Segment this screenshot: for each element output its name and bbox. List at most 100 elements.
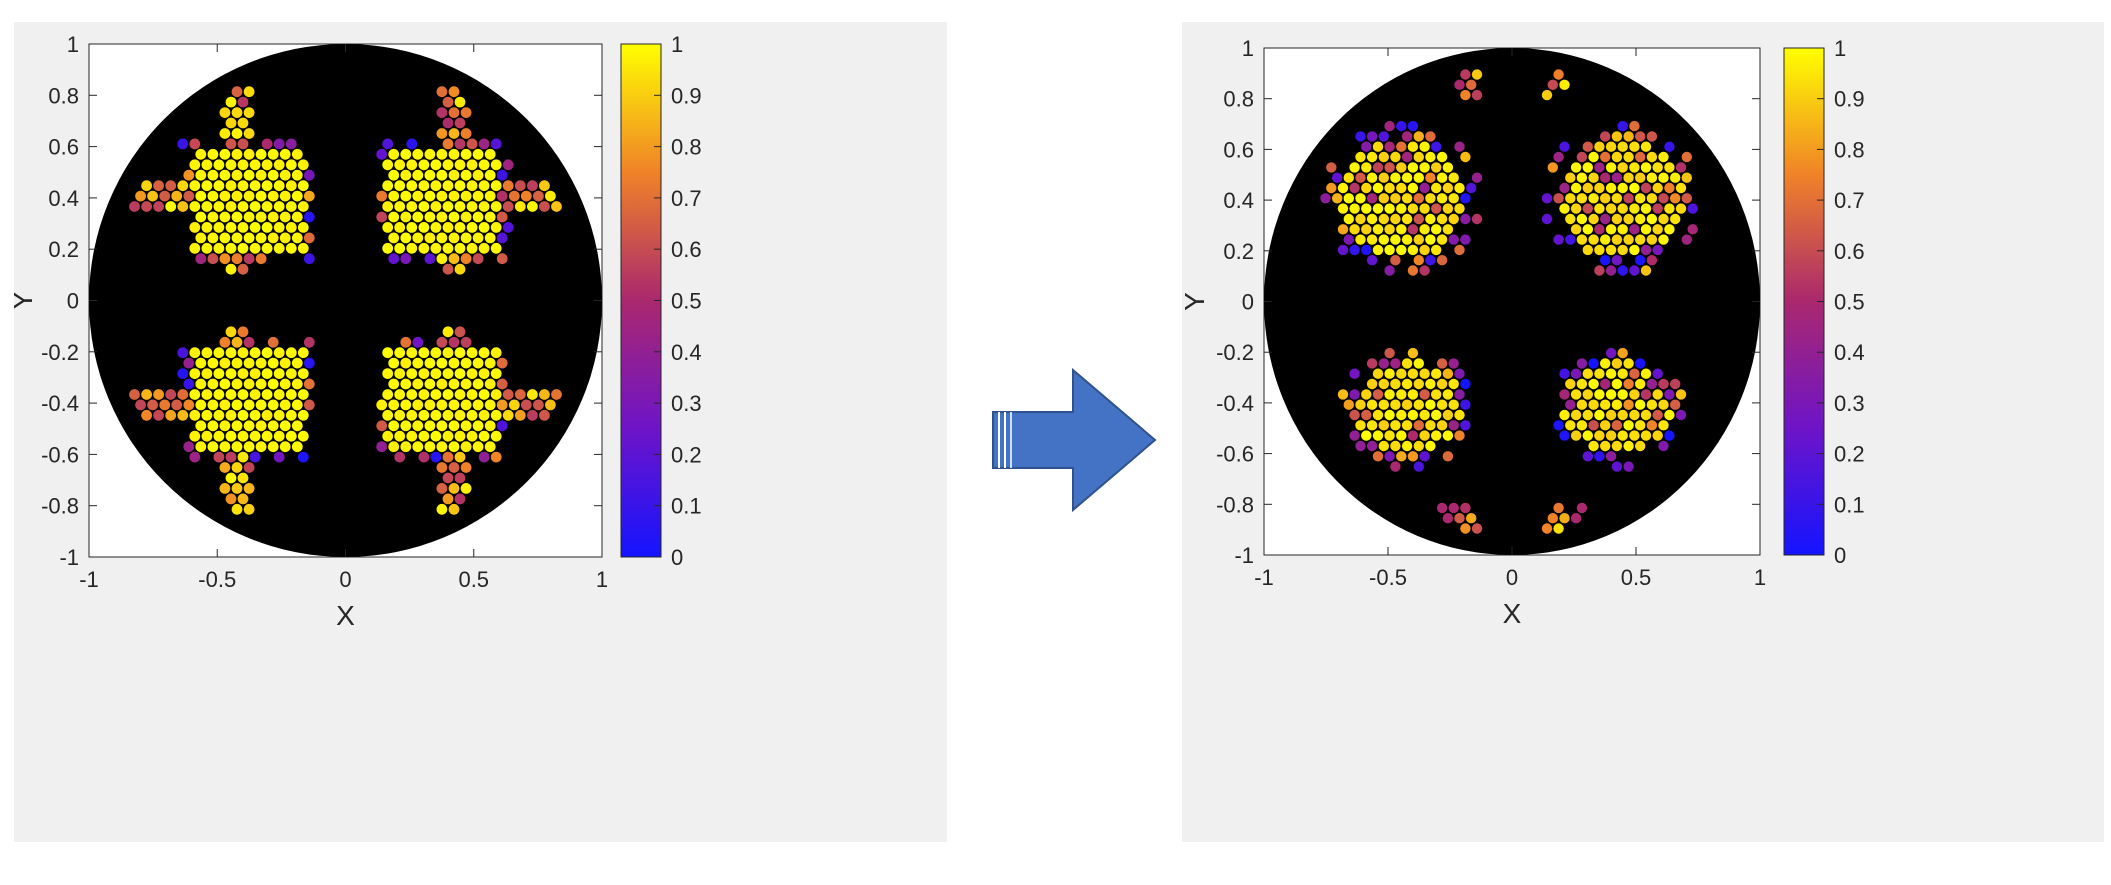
hex-cell bbox=[394, 409, 406, 421]
hex-cell bbox=[1361, 182, 1372, 194]
hex-cell bbox=[1355, 172, 1366, 183]
hex-cell bbox=[1378, 193, 1390, 204]
hex-cell bbox=[285, 389, 297, 400]
hex-cell bbox=[291, 399, 303, 411]
hex-cell bbox=[243, 462, 255, 473]
hex-cell bbox=[1355, 420, 1366, 431]
hex-cell bbox=[412, 357, 424, 369]
hex-cell bbox=[539, 201, 550, 212]
hex-cell bbox=[213, 451, 225, 463]
hex-cell bbox=[1401, 358, 1413, 369]
hex-cell bbox=[448, 420, 460, 432]
hex-cell bbox=[1599, 440, 1611, 452]
hex-cell bbox=[1582, 409, 1594, 421]
hex-cell bbox=[243, 148, 255, 160]
hex-cell bbox=[1629, 368, 1640, 379]
hex-cell bbox=[1664, 162, 1675, 173]
hex-cell bbox=[1396, 141, 1407, 152]
hex-cell bbox=[490, 368, 502, 379]
hex-cell bbox=[484, 232, 496, 244]
hex-cell bbox=[406, 159, 418, 171]
hex-cell bbox=[539, 409, 550, 421]
hex-cell bbox=[237, 409, 249, 421]
hex-cell bbox=[1378, 151, 1390, 163]
hex-cell bbox=[183, 441, 195, 453]
hex-cell bbox=[1582, 203, 1594, 214]
hex-cell bbox=[261, 180, 273, 192]
chart-right: -1 -0.5 0 0.5 1 1 0.8 0.6 0.4 0.2 0 -0.2 -0.4 -0.6 -0.… bbox=[1179, 36, 1865, 629]
hex-cell bbox=[1681, 234, 1693, 245]
hex-cell bbox=[189, 159, 201, 171]
hex-cell bbox=[297, 201, 309, 212]
hex-cell bbox=[466, 159, 478, 171]
hex-cell bbox=[1623, 440, 1634, 452]
hex-cell bbox=[249, 242, 261, 254]
hex-cell bbox=[249, 222, 261, 233]
hex-cell bbox=[303, 169, 315, 181]
hex-cell bbox=[490, 451, 502, 463]
hex-cell bbox=[1623, 399, 1634, 410]
hex-cell bbox=[1611, 420, 1623, 431]
hex-cell bbox=[454, 472, 466, 484]
hex-cell bbox=[460, 148, 472, 160]
hex-cell bbox=[303, 253, 315, 265]
hex-cell bbox=[1652, 409, 1663, 421]
hex-cell bbox=[1430, 224, 1442, 235]
hex-cell bbox=[394, 451, 406, 463]
hex-cell bbox=[1448, 399, 1459, 410]
hex-cell bbox=[400, 190, 412, 202]
hex-cell bbox=[225, 138, 237, 150]
hex-cell bbox=[1594, 141, 1605, 152]
hex-cell bbox=[382, 430, 394, 442]
hex-cell bbox=[255, 378, 267, 390]
hex-cell bbox=[478, 451, 490, 463]
hex-cell bbox=[394, 201, 406, 212]
hex-cell bbox=[466, 201, 478, 212]
hex-cell bbox=[448, 357, 460, 369]
hex-cell bbox=[249, 201, 261, 212]
hex-cell bbox=[1570, 389, 1582, 400]
hex-cell bbox=[1390, 213, 1401, 225]
hex-cell bbox=[189, 430, 201, 442]
hex-cell bbox=[460, 462, 472, 473]
hex-cell bbox=[1343, 213, 1355, 225]
hex-cell bbox=[1570, 368, 1582, 379]
hex-cell bbox=[219, 462, 231, 473]
hex-cell bbox=[454, 96, 466, 108]
hex-cell bbox=[225, 159, 237, 171]
hex-cell bbox=[1582, 451, 1594, 462]
hex-cell bbox=[1384, 347, 1395, 359]
hex-cell bbox=[1407, 182, 1419, 194]
hex-cell bbox=[436, 336, 448, 348]
hex-cell bbox=[195, 441, 207, 453]
hex-cell bbox=[388, 441, 400, 453]
hex-cell bbox=[219, 420, 231, 432]
hex-cell bbox=[1588, 151, 1599, 163]
hex-cell bbox=[1640, 182, 1652, 194]
hex-cell bbox=[1460, 378, 1471, 390]
hex-cell bbox=[243, 86, 255, 98]
hex-cell bbox=[1378, 213, 1390, 225]
hex-cell bbox=[1384, 120, 1395, 132]
hex-cell bbox=[1559, 389, 1570, 400]
x-axis-label: X bbox=[1503, 598, 1522, 629]
hex-cell bbox=[1401, 378, 1413, 390]
hex-cell bbox=[1413, 399, 1425, 410]
hex-cell bbox=[1430, 203, 1442, 214]
hex-cell bbox=[237, 347, 249, 359]
hex-cell bbox=[1384, 224, 1395, 235]
hex-cell bbox=[436, 441, 448, 453]
hex-cell bbox=[1448, 234, 1459, 245]
hex-cell bbox=[267, 211, 279, 223]
hex-cell bbox=[285, 222, 297, 233]
hex-cell bbox=[472, 253, 484, 265]
hex-cell bbox=[460, 211, 472, 223]
hex-cell bbox=[1652, 224, 1663, 235]
hex-cell bbox=[448, 128, 460, 139]
hex-cell bbox=[177, 389, 189, 400]
hex-cell bbox=[273, 180, 285, 192]
hex-cell bbox=[237, 326, 249, 338]
hex-cell bbox=[261, 159, 273, 171]
hex-cell bbox=[261, 201, 273, 212]
hex-cell bbox=[1570, 162, 1582, 173]
